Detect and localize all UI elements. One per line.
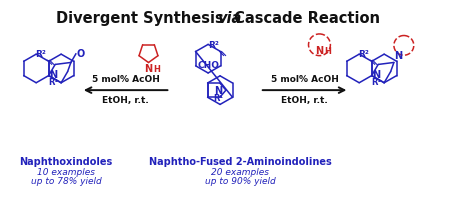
Text: N: N bbox=[49, 70, 57, 80]
Text: N: N bbox=[316, 46, 323, 56]
Text: Divergent Synthesis: Divergent Synthesis bbox=[56, 11, 229, 26]
Text: R²: R² bbox=[208, 41, 218, 50]
Text: 20 examples: 20 examples bbox=[211, 168, 269, 177]
Text: H: H bbox=[324, 47, 331, 56]
Text: H: H bbox=[153, 64, 160, 73]
Text: N: N bbox=[214, 86, 222, 96]
Text: R¹: R¹ bbox=[371, 78, 382, 87]
Text: R¹: R¹ bbox=[213, 94, 223, 103]
Text: up to 90% yield: up to 90% yield bbox=[205, 177, 275, 186]
Text: R¹: R¹ bbox=[49, 78, 59, 87]
Text: Naphthoxindoles: Naphthoxindoles bbox=[19, 157, 113, 167]
Text: R²: R² bbox=[358, 50, 369, 59]
Text: 10 examples: 10 examples bbox=[37, 168, 95, 177]
Text: N: N bbox=[372, 70, 381, 80]
Text: Cascade Reaction: Cascade Reaction bbox=[229, 11, 380, 26]
Text: R²: R² bbox=[35, 50, 46, 59]
Text: Naphtho-Fused 2-Aminoindolines: Naphtho-Fused 2-Aminoindolines bbox=[148, 157, 331, 167]
Text: EtOH, r.t.: EtOH, r.t. bbox=[281, 96, 328, 105]
Text: EtOH, r.t.: EtOH, r.t. bbox=[102, 96, 149, 105]
Text: O: O bbox=[77, 49, 85, 59]
Text: 5 mol% AcOH: 5 mol% AcOH bbox=[92, 75, 159, 84]
Text: via: via bbox=[217, 11, 241, 26]
Text: 5 mol% AcOH: 5 mol% AcOH bbox=[271, 75, 338, 84]
Text: CHO: CHO bbox=[198, 61, 220, 70]
Text: N: N bbox=[144, 64, 153, 74]
Text: up to 78% yield: up to 78% yield bbox=[31, 177, 101, 186]
Text: N: N bbox=[394, 51, 402, 61]
